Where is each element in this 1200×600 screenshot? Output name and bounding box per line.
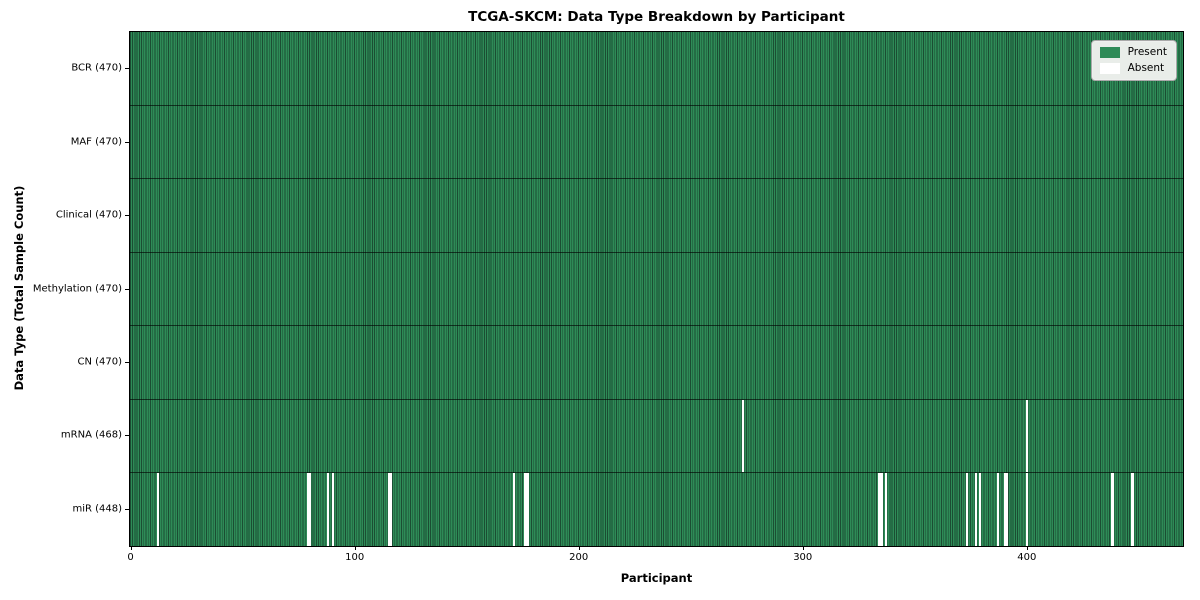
x-axis-title: Participant xyxy=(620,571,693,585)
y-tick-label: mRNA (468) xyxy=(60,429,122,441)
heatmap-row-miR xyxy=(130,472,1183,547)
y-tick-label: CN (470) xyxy=(77,356,122,368)
y-tick-label: miR (448) xyxy=(72,503,122,515)
heatmap-row-Clinical xyxy=(130,178,1183,252)
absent-stripe xyxy=(979,473,982,547)
absent-stripe xyxy=(1026,473,1029,547)
legend-swatch-icon xyxy=(1099,47,1120,58)
absent-stripe xyxy=(524,473,527,547)
legend-label: Absent xyxy=(1127,62,1165,74)
absent-stripe xyxy=(878,473,881,547)
absent-stripe xyxy=(156,473,160,547)
heatmap-row-CN xyxy=(130,325,1183,399)
x-tick-label: 100 xyxy=(345,552,365,563)
y-tick-label: BCR (470) xyxy=(71,62,122,74)
heatmap-row-MAF xyxy=(130,104,1183,179)
y-tick-mark xyxy=(125,361,129,363)
x-tick-mark xyxy=(354,546,356,550)
y-tick-mark xyxy=(125,215,129,217)
absent-stripe xyxy=(974,473,977,547)
absent-stripe xyxy=(885,473,888,547)
x-tick-label: 300 xyxy=(793,552,813,563)
y-tick-mark xyxy=(125,141,129,143)
y-tick-label: MAF (470) xyxy=(70,136,122,148)
y-tick-mark xyxy=(125,508,129,510)
legend-swatch-icon xyxy=(1099,63,1120,74)
heatmap-row-Methylation xyxy=(130,251,1183,326)
legend-label: Present xyxy=(1127,46,1167,58)
absent-stripe xyxy=(331,473,334,547)
absent-stripe xyxy=(526,473,529,547)
absent-stripe xyxy=(387,473,390,547)
absent-stripe xyxy=(389,473,393,547)
absent-stripe xyxy=(513,473,516,547)
y-tick-label: Clinical (470) xyxy=(55,209,122,221)
x-tick-mark xyxy=(802,546,804,550)
x-tick-label: 0 xyxy=(127,552,134,563)
x-tick-mark xyxy=(130,546,132,550)
heatmap-rows xyxy=(130,32,1183,547)
y-tick-mark xyxy=(125,68,129,70)
y-tick-label: Methylation (470) xyxy=(32,283,122,294)
absent-stripe xyxy=(327,473,330,547)
absent-stripe xyxy=(306,473,310,547)
absent-stripe xyxy=(997,473,1000,547)
y-tick-mark xyxy=(125,435,129,437)
absent-stripe xyxy=(965,473,968,547)
x-tick-label: 400 xyxy=(1017,552,1037,563)
absent-stripe xyxy=(880,473,883,547)
heatmap-row-BCR xyxy=(130,32,1183,105)
heatmap-row-mRNA xyxy=(130,398,1183,473)
absent-stripe xyxy=(1006,473,1009,547)
absent-stripe xyxy=(1111,473,1114,547)
plot-area: Present Absent xyxy=(129,31,1184,547)
absent-stripe xyxy=(741,399,744,473)
legend-item-absent: Absent xyxy=(1099,62,1167,74)
x-tick-label: 200 xyxy=(569,552,589,563)
x-tick-mark xyxy=(578,546,580,550)
absent-stripe xyxy=(1003,473,1006,547)
absent-stripe xyxy=(309,473,312,547)
legend-item-present: Present xyxy=(1099,46,1167,58)
absent-stripe xyxy=(1131,473,1134,547)
chart-title: TCGA-SKCM: Data Type Breakdown by Partic… xyxy=(468,9,845,25)
x-tick-mark xyxy=(1026,546,1028,550)
legend: Present Absent xyxy=(1090,40,1177,81)
absent-stripe xyxy=(1026,399,1029,473)
y-tick-mark xyxy=(125,288,129,290)
